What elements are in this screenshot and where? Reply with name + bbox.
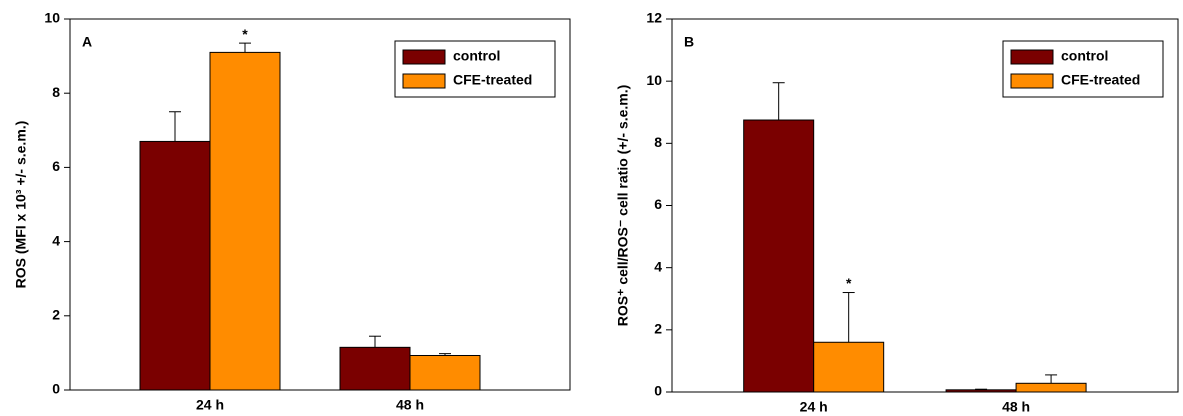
x-tick-label: 24 h xyxy=(196,397,224,413)
legend-label: CFE-treated xyxy=(453,72,532,88)
bar xyxy=(339,346,411,391)
bar xyxy=(1015,382,1087,393)
significance-mark: * xyxy=(846,275,852,291)
significance-mark: * xyxy=(242,26,248,42)
legend-swatch xyxy=(402,49,446,65)
legend-swatch xyxy=(402,73,446,89)
chart-panel: 0 2 4 6 8 10 ROS (MFI x 10³ +/- s.e.m.) A 24 h * 4… xyxy=(13,10,571,413)
bar xyxy=(209,51,281,391)
bar xyxy=(813,341,885,393)
y-tick-label: 12 xyxy=(646,10,662,26)
y-tick-label: 0 xyxy=(654,383,662,399)
x-tick-label: 48 h xyxy=(396,397,424,413)
legend-label: CFE-treated xyxy=(1061,72,1140,88)
bar xyxy=(945,389,1017,393)
legend-label: control xyxy=(453,48,500,64)
y-tick-label: 6 xyxy=(654,196,662,212)
y-tick-label: 4 xyxy=(654,258,662,274)
bar xyxy=(139,140,211,391)
legend-label: control xyxy=(1061,48,1108,64)
y-tick-label: 2 xyxy=(52,307,60,323)
y-tick-label: 0 xyxy=(52,381,60,397)
x-tick-label: 24 h xyxy=(800,399,828,415)
plot-frame xyxy=(69,18,571,391)
y-axis-label: ROS (MFI x 10³ +/- s.e.m.) xyxy=(13,121,29,289)
bar xyxy=(409,354,481,391)
legend-swatch xyxy=(1010,49,1054,65)
panel-label: B xyxy=(684,34,694,50)
y-tick-label: 6 xyxy=(52,158,60,174)
y-tick-label: 2 xyxy=(654,321,662,337)
panel-label: A xyxy=(82,34,92,50)
x-tick-label: 48 h xyxy=(1002,399,1030,415)
y-tick-label: 8 xyxy=(52,84,60,100)
y-tick-label: 10 xyxy=(44,10,60,26)
y-tick-label: 10 xyxy=(646,72,662,88)
y-axis-label: ROS⁺ cell/ROS⁻ cell ratio (+/- s.e.m.) xyxy=(615,85,631,327)
y-tick-label: 4 xyxy=(52,232,60,248)
chart-panel: 0 2 4 6 8 10 12 ROS⁺ cell/ROS⁻ cell ratio (+/- … xyxy=(615,10,1179,415)
bar xyxy=(743,119,815,393)
y-tick-label: 8 xyxy=(654,134,662,150)
legend-swatch xyxy=(1010,73,1054,89)
